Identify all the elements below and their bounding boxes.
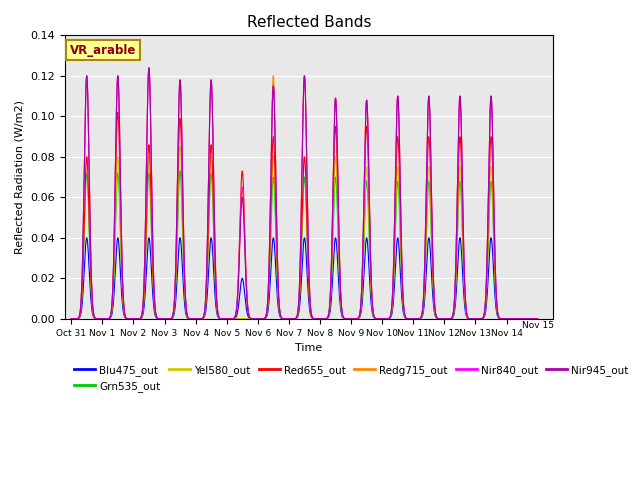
Blu475_out [525,316,532,322]
Grn535_out [223,316,230,322]
Red655_out [534,316,541,322]
Yel580_out [120,312,128,317]
Nir945_out [120,309,128,315]
Yel580_out [67,316,75,322]
Yel580_out [525,316,532,322]
Line: Grn535_out: Grn535_out [71,171,538,319]
Grn535_out [120,312,128,318]
Line: Yel580_out: Yel580_out [71,147,538,319]
Yel580_out [475,316,483,322]
Nir840_out [534,316,541,322]
Red655_out [148,246,156,252]
Nir840_out [145,65,153,71]
Redg715_out [67,316,75,322]
X-axis label: Time: Time [296,343,323,353]
Nir840_out [503,316,511,322]
Nir945_out [246,315,254,321]
Nir840_out [246,315,254,321]
Legend: Blu475_out, Grn535_out, Yel580_out, Red655_out, Redg715_out, Nir840_out, Nir945_: Blu475_out, Grn535_out, Yel580_out, Red6… [70,361,633,396]
Redg715_out [474,316,482,322]
Redg715_out [148,215,156,221]
Red655_out [503,316,511,322]
Red655_out [114,109,122,115]
Line: Nir945_out: Nir945_out [71,68,538,319]
Yel580_out [176,144,184,150]
Y-axis label: Reflected Radiation (W/m2): Reflected Radiation (W/m2) [15,100,25,254]
Redg715_out [525,316,532,322]
Nir945_out [503,316,511,322]
Nir840_out [148,215,156,221]
Redg715_out [145,65,153,71]
Red655_out [474,316,482,322]
Nir840_out [120,309,128,315]
Text: VR_arable: VR_arable [70,44,136,57]
Nir945_out [148,215,156,221]
Nir945_out [525,316,532,322]
Grn535_out [176,168,184,174]
Grn535_out [525,316,532,322]
Redg715_out [267,192,275,198]
Line: Red655_out: Red655_out [71,112,538,319]
Grn535_out [148,252,156,258]
Grn535_out [246,316,254,322]
Red655_out [246,315,254,321]
Yel580_out [246,316,254,322]
Blu475_out [246,316,254,322]
Nir945_out [145,65,153,71]
Nir945_out [534,316,541,322]
Yel580_out [534,316,541,322]
Blu475_out [121,314,129,320]
Title: Reflected Bands: Reflected Bands [247,15,371,30]
Redg715_out [246,315,254,321]
Text: Nov 15: Nov 15 [522,321,554,330]
Nir840_out [525,316,532,322]
Grn535_out [534,316,541,322]
Grn535_out [475,316,483,322]
Blu475_out [148,283,156,289]
Blu475_out [474,316,482,322]
Blu475_out [67,316,75,322]
Yel580_out [267,228,275,233]
Nir945_out [267,197,275,203]
Grn535_out [267,239,275,244]
Grn535_out [67,316,75,322]
Red655_out [67,316,75,322]
Red655_out [267,223,275,229]
Line: Redg715_out: Redg715_out [71,68,538,319]
Red655_out [121,311,129,317]
Red655_out [525,316,532,322]
Line: Nir840_out: Nir840_out [71,68,538,319]
Blu475_out [503,316,511,322]
Blu475_out [267,275,275,280]
Yel580_out [223,316,230,322]
Nir840_out [267,197,275,203]
Nir840_out [474,316,482,322]
Nir945_out [474,316,482,322]
Yel580_out [148,245,156,251]
Nir945_out [67,316,75,322]
Blu475_out [83,235,90,241]
Redg715_out [534,316,541,322]
Redg715_out [503,316,511,322]
Nir840_out [67,316,75,322]
Line: Blu475_out: Blu475_out [71,238,538,319]
Redg715_out [120,309,128,315]
Blu475_out [534,316,541,322]
